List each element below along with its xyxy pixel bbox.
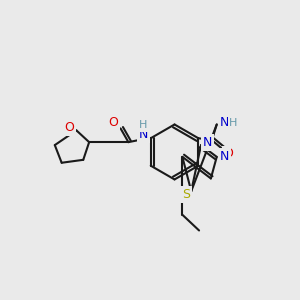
- Text: S: S: [182, 188, 190, 201]
- Text: N: N: [203, 136, 213, 148]
- Text: O: O: [109, 116, 118, 129]
- Text: N: N: [138, 128, 148, 141]
- Text: N: N: [220, 116, 229, 129]
- Text: O: O: [64, 121, 74, 134]
- Text: H: H: [229, 118, 238, 128]
- Text: H: H: [139, 121, 147, 130]
- Text: O: O: [224, 147, 233, 161]
- Text: N: N: [220, 150, 229, 164]
